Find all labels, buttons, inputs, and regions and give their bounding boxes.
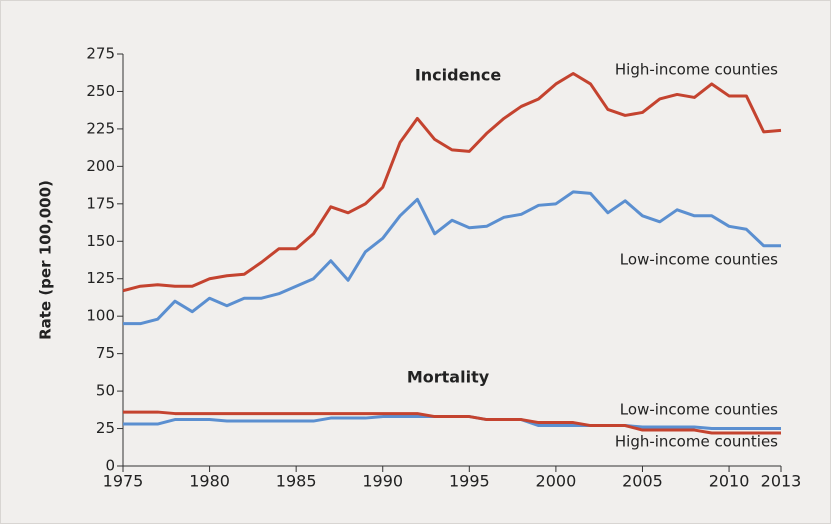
line	[122, 71, 782, 293]
line	[123, 190, 781, 326]
y-tick-label: 250	[86, 82, 115, 100]
y-tick-label: 150	[86, 232, 115, 250]
y-tick-label: 0	[105, 457, 115, 475]
x-tick-label: 1980	[189, 472, 230, 491]
y-tick-label: 275	[86, 45, 115, 63]
y-axis-label: Rate (per 100,000)	[37, 180, 55, 340]
y-tick-label: 175	[86, 194, 115, 212]
annotation: Mortality	[407, 368, 490, 387]
x-tick-label: 1975	[103, 472, 144, 491]
x-tick-label: 2005	[622, 472, 663, 491]
x-tick-label: 1995	[449, 472, 490, 491]
annotation: Incidence	[415, 66, 501, 85]
series-label: Low-income counties	[620, 401, 778, 419]
x-tick-label: 1985	[276, 472, 317, 491]
y-tick-label: 200	[86, 157, 115, 175]
line	[123, 410, 781, 435]
x-tick-label: 2013	[761, 472, 802, 491]
series-label: High-income counties	[615, 433, 778, 451]
y-tick-label: 125	[86, 269, 115, 287]
y-tick-label: 100	[86, 307, 115, 325]
y-tick-label: 25	[96, 419, 115, 437]
x-tick-label: 1990	[362, 472, 403, 491]
x-tick-label: 2010	[709, 472, 750, 491]
y-tick-label: 225	[86, 119, 115, 137]
series-label: High-income counties	[615, 61, 778, 79]
series-label: Low-income counties	[620, 251, 778, 269]
y-tick-label: 75	[96, 344, 115, 362]
x-tick-label: 2000	[536, 472, 577, 491]
y-tick-label: 50	[96, 382, 115, 400]
